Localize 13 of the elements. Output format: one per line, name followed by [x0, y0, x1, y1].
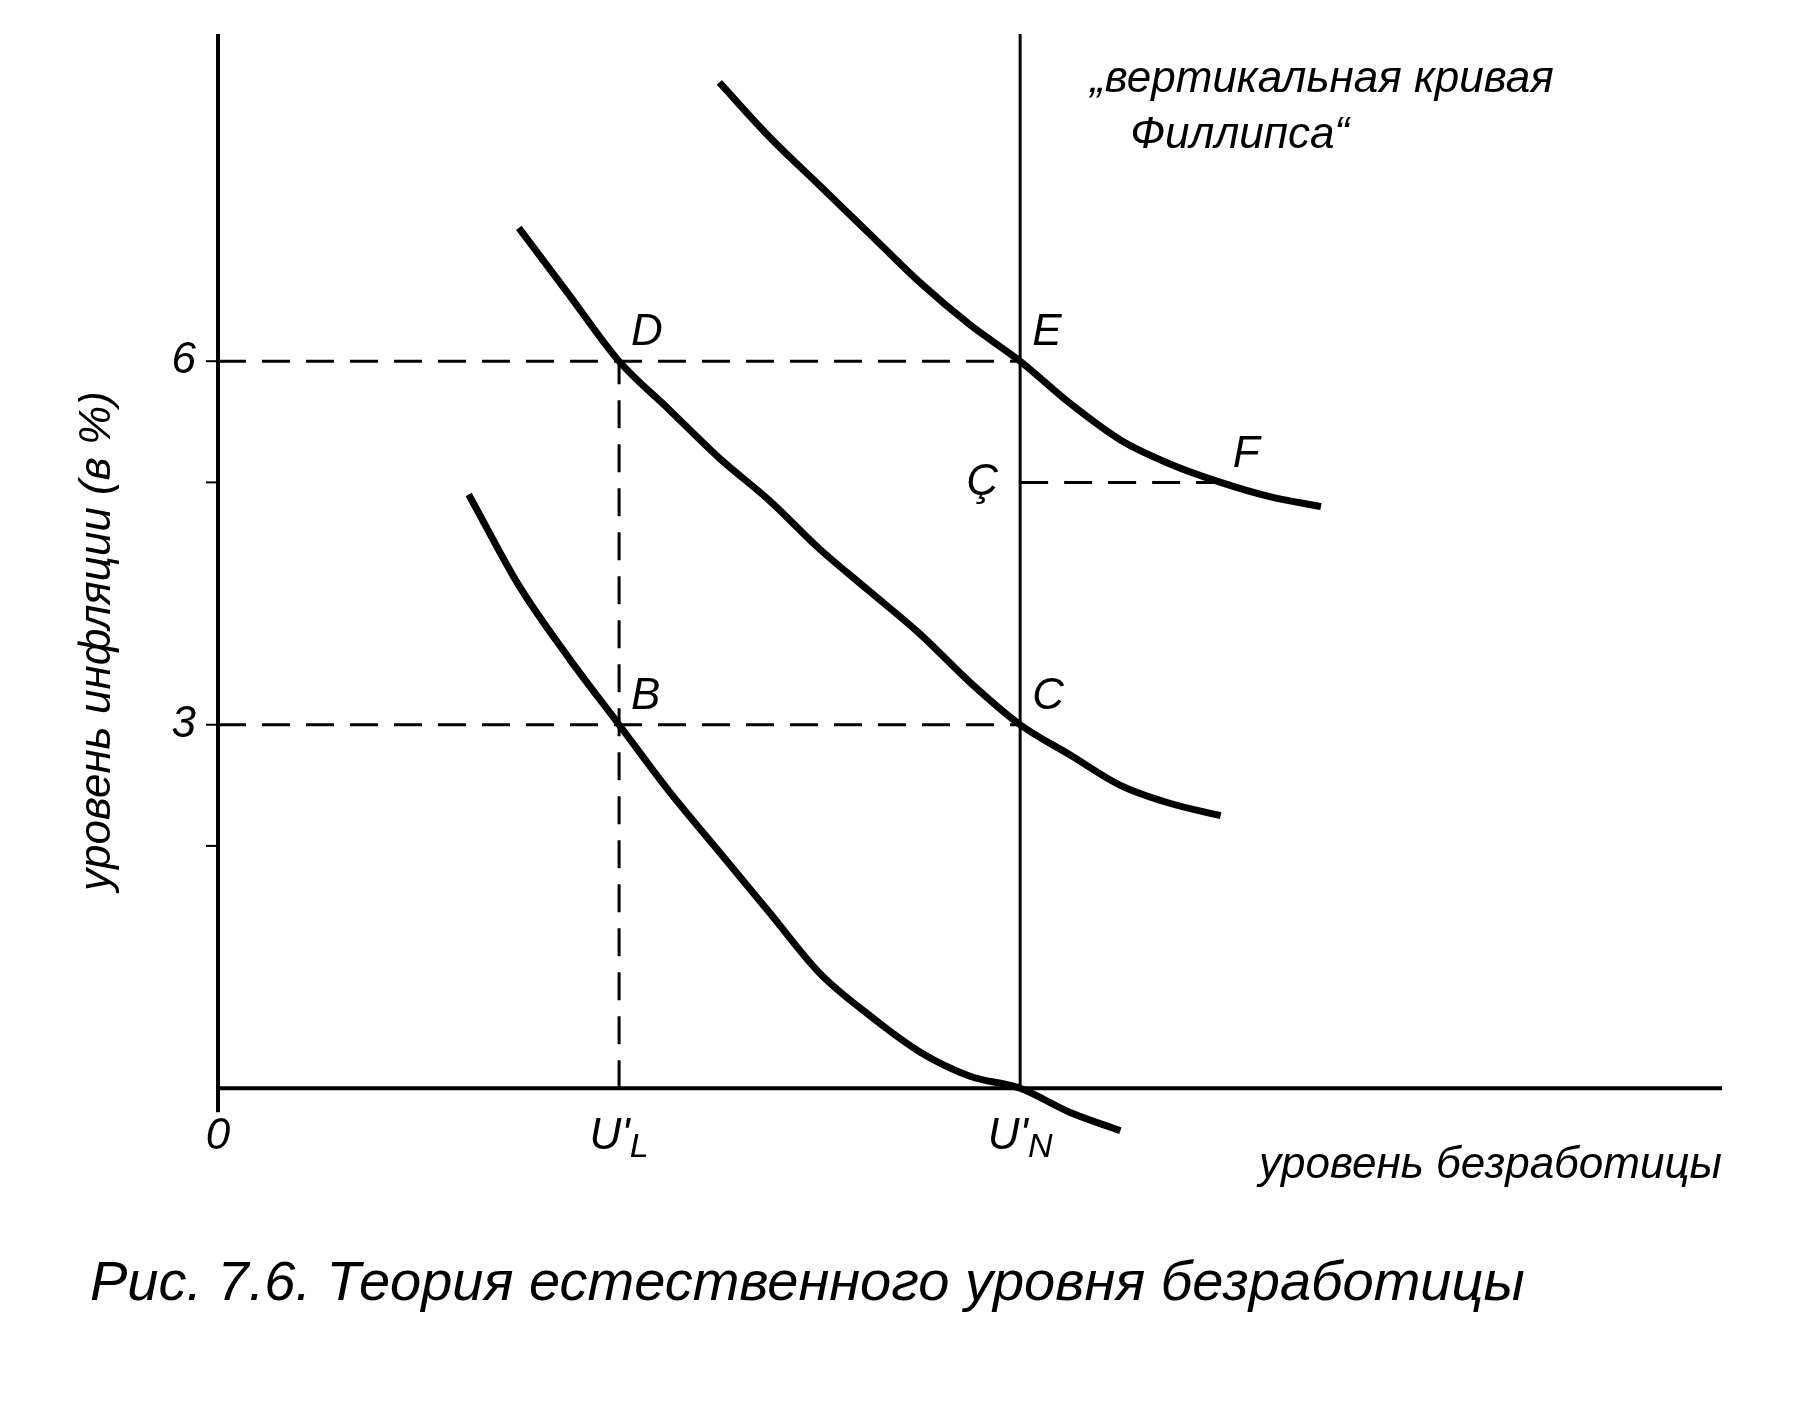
x-axis-title: уровень безработицы — [1256, 1138, 1722, 1188]
y-axis-title: уровень инфляции (в %) — [70, 391, 119, 895]
ref-line-label: „вертикальная кривая Филлипса“ — [1088, 52, 1554, 158]
annotation: Ç — [966, 454, 1000, 504]
y-tick-label: 6 — [171, 333, 197, 383]
text: Рис. 7.6. Теория естественного уровня безработицы — [90, 1249, 1525, 1312]
annotation: D — [631, 305, 663, 355]
annotation: C — [1032, 668, 1066, 718]
x-tick-label: 0 — [205, 1108, 231, 1158]
annotation: E — [1032, 305, 1063, 355]
annotation: F — [1232, 426, 1262, 476]
annotation: B — [631, 668, 661, 718]
y-tick-label: 3 — [171, 696, 197, 746]
